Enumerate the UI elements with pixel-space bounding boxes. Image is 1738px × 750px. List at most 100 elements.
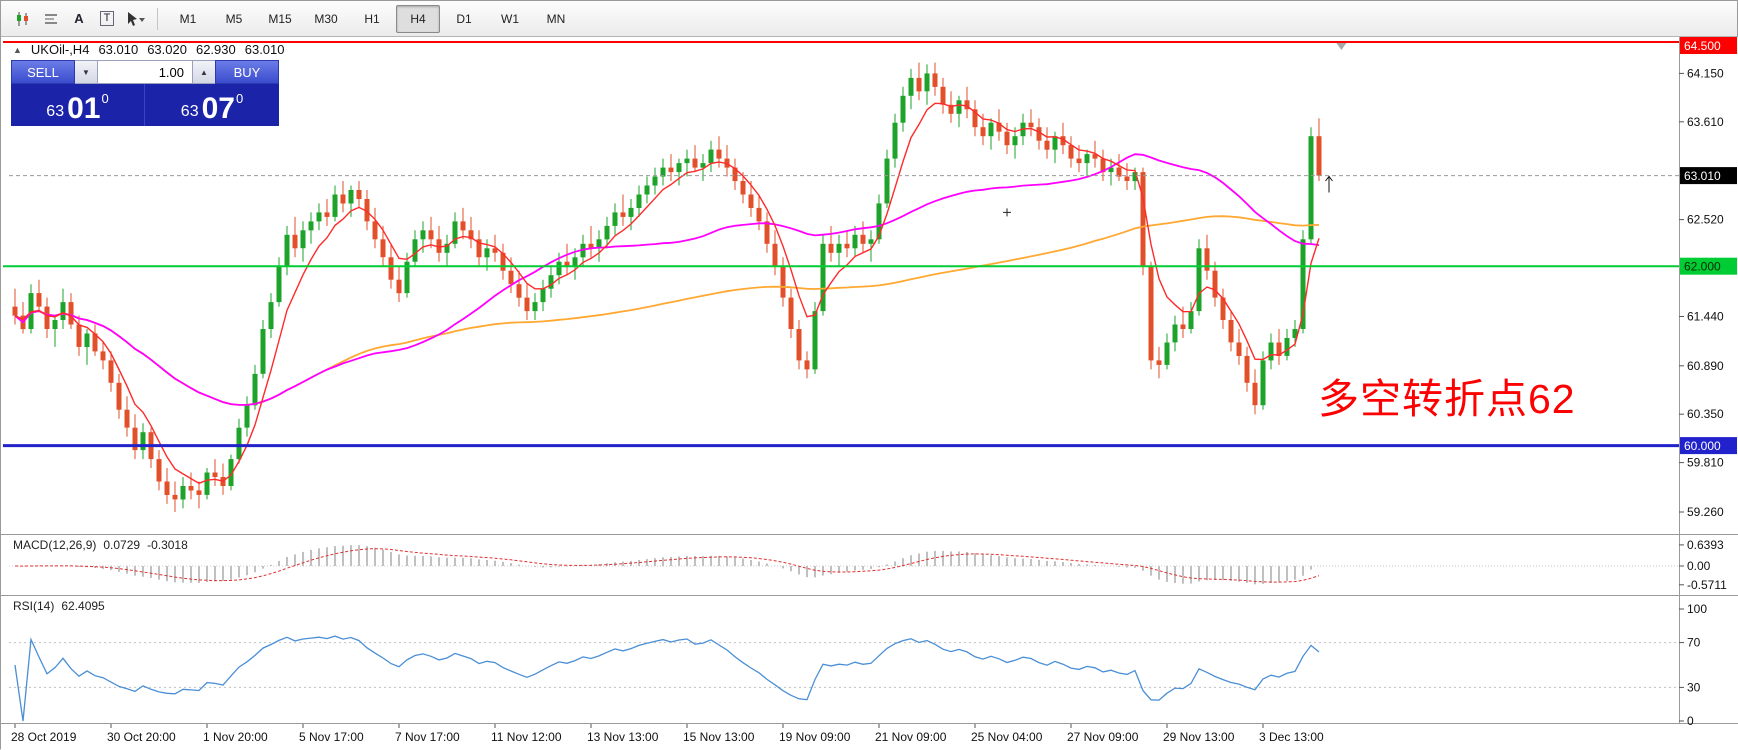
triangle-up-icon: ▲ <box>200 67 208 77</box>
svg-text:15 Nov 13:00: 15 Nov 13:00 <box>683 730 755 744</box>
svg-text:13 Nov 13:00: 13 Nov 13:00 <box>587 730 659 744</box>
svg-text:60.350: 60.350 <box>1687 407 1724 421</box>
svg-text:60.890: 60.890 <box>1687 359 1724 373</box>
macd-hist-value: 0.0729 <box>103 538 141 552</box>
timeframe-h1[interactable]: H1 <box>364 11 380 26</box>
ask-price-display[interactable]: 63 07 0 <box>145 84 279 126</box>
trade-controls-row: SELL ▼ 1.00 ▲ BUY <box>11 60 279 84</box>
svg-text:62.000: 62.000 <box>1684 260 1721 274</box>
timeframe-group: M1 M5 M15 M30 H1 H4 D1 W1 MN <box>166 4 578 33</box>
bid-prefix: 63 <box>46 103 65 121</box>
volume-decrease-button[interactable]: ▼ <box>75 60 97 84</box>
timeframe-w1[interactable]: W1 <box>501 11 519 26</box>
chart-text-annotation: 多空转折点62 <box>1318 376 1576 422</box>
symbol-label: UKOil-,H4 <box>30 42 90 57</box>
svg-text:0: 0 <box>1687 714 1694 728</box>
bid-price-display[interactable]: 63 01 0 <box>11 84 145 126</box>
svg-text:1 Nov 20:00: 1 Nov 20:00 <box>203 730 268 744</box>
bid-sup-digit: 0 <box>101 91 109 106</box>
svg-text:60.000: 60.000 <box>1684 439 1721 453</box>
svg-text:63.010: 63.010 <box>1684 169 1721 183</box>
svg-text:0.00: 0.00 <box>1687 559 1711 573</box>
toolbar: A T M1 M5 M15 M30 H1 H4 D1 W1 MN <box>1 1 1737 37</box>
timeframe-m5[interactable]: M5 <box>225 11 243 26</box>
textbox-tool-icon[interactable]: T <box>93 5 121 33</box>
timeframe-m30[interactable]: M30 <box>314 11 338 26</box>
svg-text:-0.5711: -0.5711 <box>1687 578 1727 592</box>
triangle-down-icon: ▼ <box>82 67 90 77</box>
symbol-ohlc-line: ▲ UKOil-,H4 63.010 63.020 62.930 63.010 <box>13 42 285 57</box>
svg-text:7 Nov 17:00: 7 Nov 17:00 <box>395 730 460 744</box>
svg-text:5 Nov 17:00: 5 Nov 17:00 <box>299 730 364 744</box>
svg-text:62.520: 62.520 <box>1687 213 1724 227</box>
collapse-trade-panel-icon[interactable]: ▲ <box>13 44 22 55</box>
up-arrow-marker <box>1325 175 1333 193</box>
svg-text:30 Oct 20:00: 30 Oct 20:00 <box>107 730 176 744</box>
svg-text:59.260: 59.260 <box>1687 505 1724 519</box>
buy-button[interactable]: BUY <box>215 60 279 84</box>
timeframe-m15[interactable]: M15 <box>268 11 292 26</box>
time-axis[interactable]: 28 Oct 2019 30 Oct 20:00 1 Nov 20:00 5 Nov … <box>11 724 1324 744</box>
toolbar-separator <box>157 7 158 30</box>
svg-text:28 Oct 2019: 28 Oct 2019 <box>11 730 77 744</box>
ohlc-open: 63.010 <box>98 42 139 57</box>
svg-text:19 Nov 09:00: 19 Nov 09:00 <box>779 730 851 744</box>
rsi-label: RSI(14) 62.4095 <box>13 599 105 613</box>
cursor-tool-icon[interactable] <box>121 5 149 33</box>
svg-text:63.610: 63.610 <box>1687 115 1724 129</box>
svg-text:29 Nov 13:00: 29 Nov 13:00 <box>1163 730 1235 744</box>
ask-big-digits: 07 <box>201 91 235 125</box>
ohlc-close: 63.010 <box>244 42 285 57</box>
svg-text:100: 100 <box>1687 602 1707 616</box>
rsi-title: RSI(14) <box>13 599 55 613</box>
svg-text:0.6393: 0.6393 <box>1687 538 1724 552</box>
macd-panel: 0.6393 0.00 -0.5711 <box>9 538 1727 592</box>
macd-label: MACD(12,26,9) 0.0729 -0.3018 <box>13 538 188 552</box>
ask-prefix: 63 <box>180 103 199 121</box>
ohlc-low: 62.930 <box>195 42 236 57</box>
candles-layer <box>12 62 1322 512</box>
sell-button[interactable]: SELL <box>11 60 75 84</box>
svg-text:70: 70 <box>1687 636 1701 650</box>
ohlc-high: 63.020 <box>147 42 187 57</box>
svg-text:11 Nov 12:00: 11 Nov 12:00 <box>491 730 562 744</box>
timeframe-h4[interactable]: H4 <box>396 4 440 33</box>
chart-markers <box>1003 43 1347 217</box>
svg-text:64.150: 64.150 <box>1687 66 1724 80</box>
price-axis[interactable]: 64.150 63.610 62.520 61.440 60.890 60.350 59.8… <box>1679 37 1737 519</box>
volume-increase-button[interactable]: ▲ <box>193 60 215 84</box>
text-tool-icon[interactable]: A <box>65 5 93 33</box>
text-tool-glyph: A <box>74 11 84 26</box>
textbox-tool-glyph: T <box>99 11 115 26</box>
svg-text:59.810: 59.810 <box>1687 456 1724 470</box>
svg-text:30: 30 <box>1687 680 1701 694</box>
rsi-value: 62.4095 <box>61 599 105 613</box>
macd-title: MACD(12,26,9) <box>13 538 97 552</box>
horizontal-lines[interactable] <box>3 41 1679 448</box>
panel-separators <box>1 37 1738 724</box>
macd-signal-value: -0.3018 <box>147 538 188 552</box>
svg-text:25 Nov 04:00: 25 Nov 04:00 <box>971 730 1043 744</box>
ask-sup-digit: 0 <box>235 91 244 106</box>
svg-text:27 Nov 09:00: 27 Nov 09:00 <box>1067 730 1139 744</box>
timeframe-m1[interactable]: M1 <box>179 11 197 26</box>
timeframe-d1[interactable]: D1 <box>456 11 472 26</box>
svg-text:21 Nov 09:00: 21 Nov 09:00 <box>875 730 947 744</box>
candlestick-chart-icon[interactable] <box>9 5 37 33</box>
bar-chart-icon[interactable] <box>37 5 65 33</box>
bid-big-digits: 01 <box>67 91 101 125</box>
chart-region: 64.150 63.610 62.520 61.440 60.890 60.350 59.8… <box>1 37 1738 750</box>
cross-marker <box>1003 208 1011 217</box>
chart-canvas[interactable]: 64.150 63.610 62.520 61.440 60.890 60.350 59.8… <box>1 37 1738 750</box>
trade-prices-row: 63 01 0 63 07 0 <box>11 84 279 126</box>
timeframe-mn[interactable]: MN <box>546 11 566 26</box>
chart-shift-marker <box>1336 43 1347 50</box>
svg-text:61.440: 61.440 <box>1687 310 1724 324</box>
one-click-trade-panel: SELL ▼ 1.00 ▲ BUY 63 01 0 63 07 0 <box>11 60 279 126</box>
volume-input[interactable]: 1.00 <box>97 60 193 84</box>
svg-text:3 Dec 13:00: 3 Dec 13:00 <box>1259 730 1324 744</box>
moving-averages <box>14 102 1320 485</box>
rsi-panel: 100 70 30 0 <box>9 602 1707 728</box>
svg-text:64.500: 64.500 <box>1684 39 1721 53</box>
